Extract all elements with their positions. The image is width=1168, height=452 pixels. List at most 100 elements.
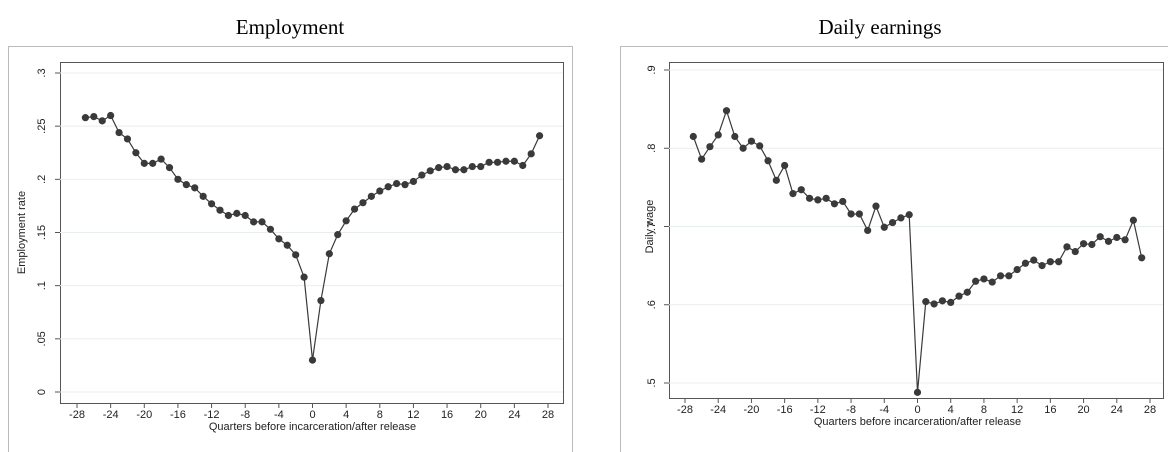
x-tick-label: 16 — [441, 409, 453, 421]
x-tick-label: -16 — [777, 404, 793, 416]
data-point — [224, 211, 232, 220]
x-axis-label: Quarters before incarceration/after rele… — [814, 416, 1021, 428]
data-point — [855, 210, 863, 218]
data-point — [367, 192, 375, 200]
x-tick-label: 4 — [948, 404, 954, 416]
data-point — [334, 231, 342, 239]
data-point — [797, 186, 805, 194]
data-point — [502, 157, 510, 165]
data-point — [477, 162, 485, 171]
x-tick-label: 12 — [407, 409, 419, 421]
data-point — [342, 217, 350, 225]
y-tick-label: .25 — [36, 119, 48, 134]
data-point — [706, 143, 714, 151]
data-point — [847, 210, 855, 218]
data-point — [1055, 258, 1063, 266]
data-point — [527, 150, 535, 158]
data-point — [1071, 247, 1079, 256]
data-point — [905, 211, 913, 219]
data-point — [409, 177, 418, 186]
x-tick-label: 4 — [343, 409, 349, 421]
data-point — [980, 275, 988, 283]
x-tick-label: -4 — [879, 404, 889, 416]
x-tick-label: -20 — [136, 409, 152, 421]
data-point — [988, 278, 996, 286]
data-point — [98, 117, 106, 125]
x-tick-label: -24 — [103, 409, 119, 421]
data-point — [418, 171, 426, 179]
data-point — [714, 131, 722, 139]
data-point — [393, 179, 401, 188]
data-point — [1063, 243, 1071, 251]
data-point — [1104, 237, 1113, 245]
data-point — [1121, 236, 1129, 244]
data-point — [300, 273, 308, 281]
y-tick-label: .9 — [646, 65, 658, 74]
data-point — [922, 298, 930, 306]
data-point — [485, 158, 493, 166]
data-point — [241, 211, 249, 220]
data-point — [839, 197, 847, 206]
data-point — [764, 157, 772, 165]
data-point — [292, 251, 300, 259]
data-point — [275, 235, 283, 243]
data-point — [996, 272, 1005, 280]
data-point — [756, 142, 764, 150]
x-tick-label: -24 — [710, 404, 726, 416]
data-point — [140, 159, 148, 167]
data-point — [1138, 254, 1146, 262]
chart-title: Daily earnings — [818, 15, 941, 39]
y-tick-label: .8 — [646, 144, 658, 153]
data-point — [207, 200, 216, 208]
y-tick-label: .5 — [646, 378, 658, 387]
data-point — [888, 218, 897, 227]
x-tick-label: -20 — [743, 404, 759, 416]
data-point — [107, 111, 115, 120]
data-point — [266, 225, 275, 233]
data-point — [880, 223, 888, 231]
x-axis-label: Quarters before incarceration/after rele… — [209, 421, 416, 433]
x-tick-label: 8 — [377, 409, 383, 421]
data-point — [510, 157, 518, 165]
data-point — [963, 288, 971, 296]
data-point — [376, 187, 384, 195]
x-tick-label: 28 — [1144, 404, 1156, 416]
data-point — [1030, 256, 1038, 264]
y-axis-label: Daily wage — [644, 200, 656, 254]
data-point — [443, 162, 451, 171]
data-point — [149, 159, 157, 167]
x-tick-label: -8 — [846, 404, 856, 416]
data-point — [805, 194, 814, 202]
data-point — [460, 166, 468, 174]
x-tick-label: -12 — [204, 409, 220, 421]
data-point — [182, 181, 190, 189]
data-point — [317, 296, 325, 305]
data-point — [123, 135, 132, 143]
data-point — [535, 132, 544, 140]
data-point — [872, 202, 880, 210]
x-tick-label: 20 — [1077, 404, 1089, 416]
data-point — [401, 181, 409, 189]
data-point — [739, 144, 747, 152]
data-point — [1013, 265, 1021, 274]
data-point — [165, 164, 174, 172]
data-point — [689, 132, 697, 141]
y-tick-label: .3 — [36, 68, 48, 77]
data-point — [325, 250, 333, 258]
x-tick-label: 28 — [542, 409, 554, 421]
x-tick-label: -28 — [69, 409, 85, 421]
y-tick-label: 0 — [36, 389, 48, 395]
x-tick-label: -16 — [170, 409, 186, 421]
data-point — [830, 200, 839, 208]
data-point — [772, 176, 780, 184]
data-point — [1005, 272, 1013, 280]
data-point — [1046, 258, 1054, 266]
data-point — [174, 175, 182, 183]
data-point — [947, 298, 955, 307]
x-tick-label: 0 — [914, 404, 920, 416]
data-point — [897, 214, 905, 222]
x-tick-label: 24 — [1111, 404, 1123, 416]
data-point — [1088, 240, 1096, 249]
data-point — [972, 277, 980, 285]
